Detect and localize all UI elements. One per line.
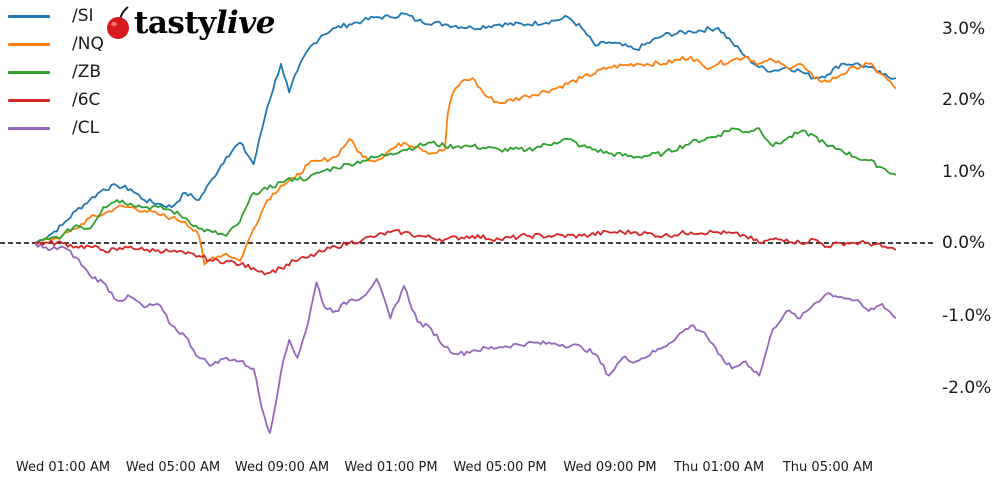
series-line-6c [34,228,897,276]
legend-label-6c: /6C [72,90,101,110]
y-tick-label: 2.0% [942,90,986,110]
y-tick-label: 0.0% [942,233,986,253]
legend-item-cl: /CL [8,114,104,142]
x-tick-label: Wed 09:00 PM [563,460,657,475]
y-tick-label: 1.0% [942,162,986,182]
legend-swatch-6c [8,98,50,102]
logo-text-live: live [215,4,276,41]
y-tick-label: -2.0% [942,378,992,398]
legend-label-cl: /CL [72,118,100,138]
x-tick-label: Thu 05:00 AM [782,460,874,475]
legend: /SI /NQ /ZB /6C /CL [8,2,104,142]
y-tick-label: 3.0% [942,19,986,39]
x-tick-label: Wed 09:00 AM [234,460,330,475]
series-lines [34,12,897,434]
legend-item-nq: /NQ [8,30,104,58]
cherry-icon [107,6,129,39]
logo-text-tasty: tasty [134,4,216,41]
legend-swatch-nq [8,42,50,46]
series-line-si [34,12,897,244]
legend-item-6c: /6C [8,86,104,114]
legend-swatch-si [8,14,50,18]
legend-label-zb: /ZB [72,62,102,82]
x-tick-label: Thu 01:00 AM [673,460,765,475]
tastylive-logo: tastylive [104,4,276,41]
series-line-nq [34,55,897,266]
x-tick-label: Wed 01:00 PM [344,460,438,475]
legend-label-si: /SI [72,6,94,26]
legend-swatch-cl [8,126,50,130]
series-line-zb [34,127,897,245]
legend-label-nq: /NQ [72,34,104,54]
legend-item-zb: /ZB [8,58,104,86]
y-tick-label: -1.0% [942,306,992,326]
x-tick-label: Wed 05:00 PM [453,460,547,475]
x-tick-label: Wed 05:00 AM [125,460,221,475]
legend-swatch-zb [8,70,50,74]
x-tick-label: Wed 01:00 AM [15,460,111,475]
logo-wordmark: tastylive [134,4,276,41]
legend-item-si: /SI [8,2,104,30]
series-line-cl [34,242,897,434]
